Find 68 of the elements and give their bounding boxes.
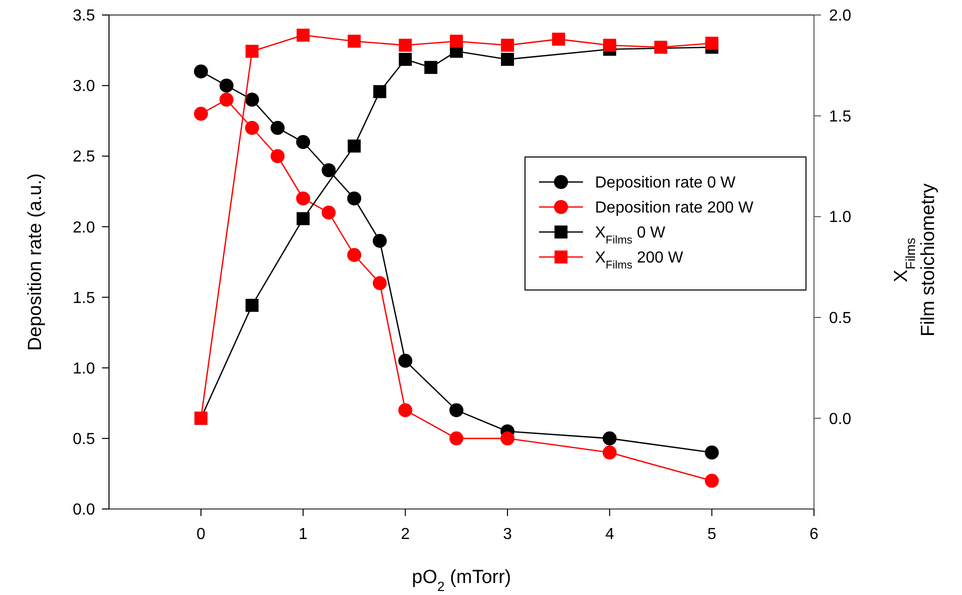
x-tick-label: 5 [707,526,716,543]
point [220,92,234,107]
x-axis-title: pO$_{2}$ (mTorr) [412,567,512,594]
point [500,431,514,446]
point [500,38,514,52]
point [246,44,259,58]
point [245,92,260,107]
y-axis-title: Deposition rate (a.u.) [25,173,46,351]
x-tick-label: 6 [810,526,819,543]
x-tick-label: 4 [605,526,614,543]
point [450,34,463,48]
x-tick-label: 1 [298,526,308,543]
point [654,40,668,54]
point [322,163,336,178]
y2-tick-label: 0.0 [829,410,852,428]
y-tick-label: 2.0 [72,219,96,236]
point [296,212,310,226]
point [424,60,438,74]
point [398,52,412,66]
x-tick-label: 3 [503,526,512,543]
point [270,120,285,135]
y2-tick-label: 2.0 [829,8,852,25]
point [194,106,208,121]
point [348,34,361,48]
point [704,446,719,460]
point [705,36,718,50]
point [372,276,387,290]
point [373,85,386,98]
y-tick-label: 1.0 [72,360,96,378]
x-tick-label: 2 [400,526,410,543]
y2-tick-label: 1.0 [829,209,852,226]
legend-label: X$_{Films}$ 0 W [595,224,666,247]
y-tick-label: 3.0 [72,78,96,96]
point [347,191,362,206]
y-tick-label: 3.5 [72,8,96,25]
point [398,403,412,418]
y-tick-label: 0.0 [72,502,96,519]
point [552,32,566,46]
point [500,52,514,66]
point [194,64,208,78]
legend-label: X$_{Films}$ 200 W [595,250,684,272]
point [270,149,285,164]
point [603,38,616,52]
point [602,431,617,446]
x-tick-label: 0 [196,526,206,543]
point [246,298,259,312]
point [704,474,719,488]
y-tick-label: 0.5 [72,431,96,448]
y2-tick-label: 0.5 [829,310,852,328]
point [296,28,310,42]
y-tick-label: 1.5 [72,290,96,307]
point [322,206,336,220]
point [449,403,464,418]
point [245,120,260,135]
legend-label: Deposition rate 0 W [595,174,736,192]
point [347,248,362,262]
point [602,446,617,460]
point [398,38,412,52]
point [296,135,310,150]
point [348,140,361,153]
y-tick-label: 2.5 [72,148,96,166]
y2-tick-label: 1.5 [829,108,852,126]
point [220,78,234,93]
point [398,354,412,368]
point [372,234,387,248]
point [296,191,310,206]
point [449,431,464,446]
legend-label: Deposition rate 200 W [595,200,754,217]
